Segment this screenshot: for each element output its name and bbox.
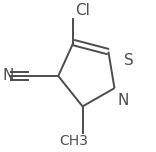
Text: Cl: Cl xyxy=(75,3,90,18)
Text: CH3: CH3 xyxy=(59,134,88,148)
Text: N: N xyxy=(117,93,129,108)
Text: S: S xyxy=(124,53,133,68)
Text: N: N xyxy=(2,69,14,83)
